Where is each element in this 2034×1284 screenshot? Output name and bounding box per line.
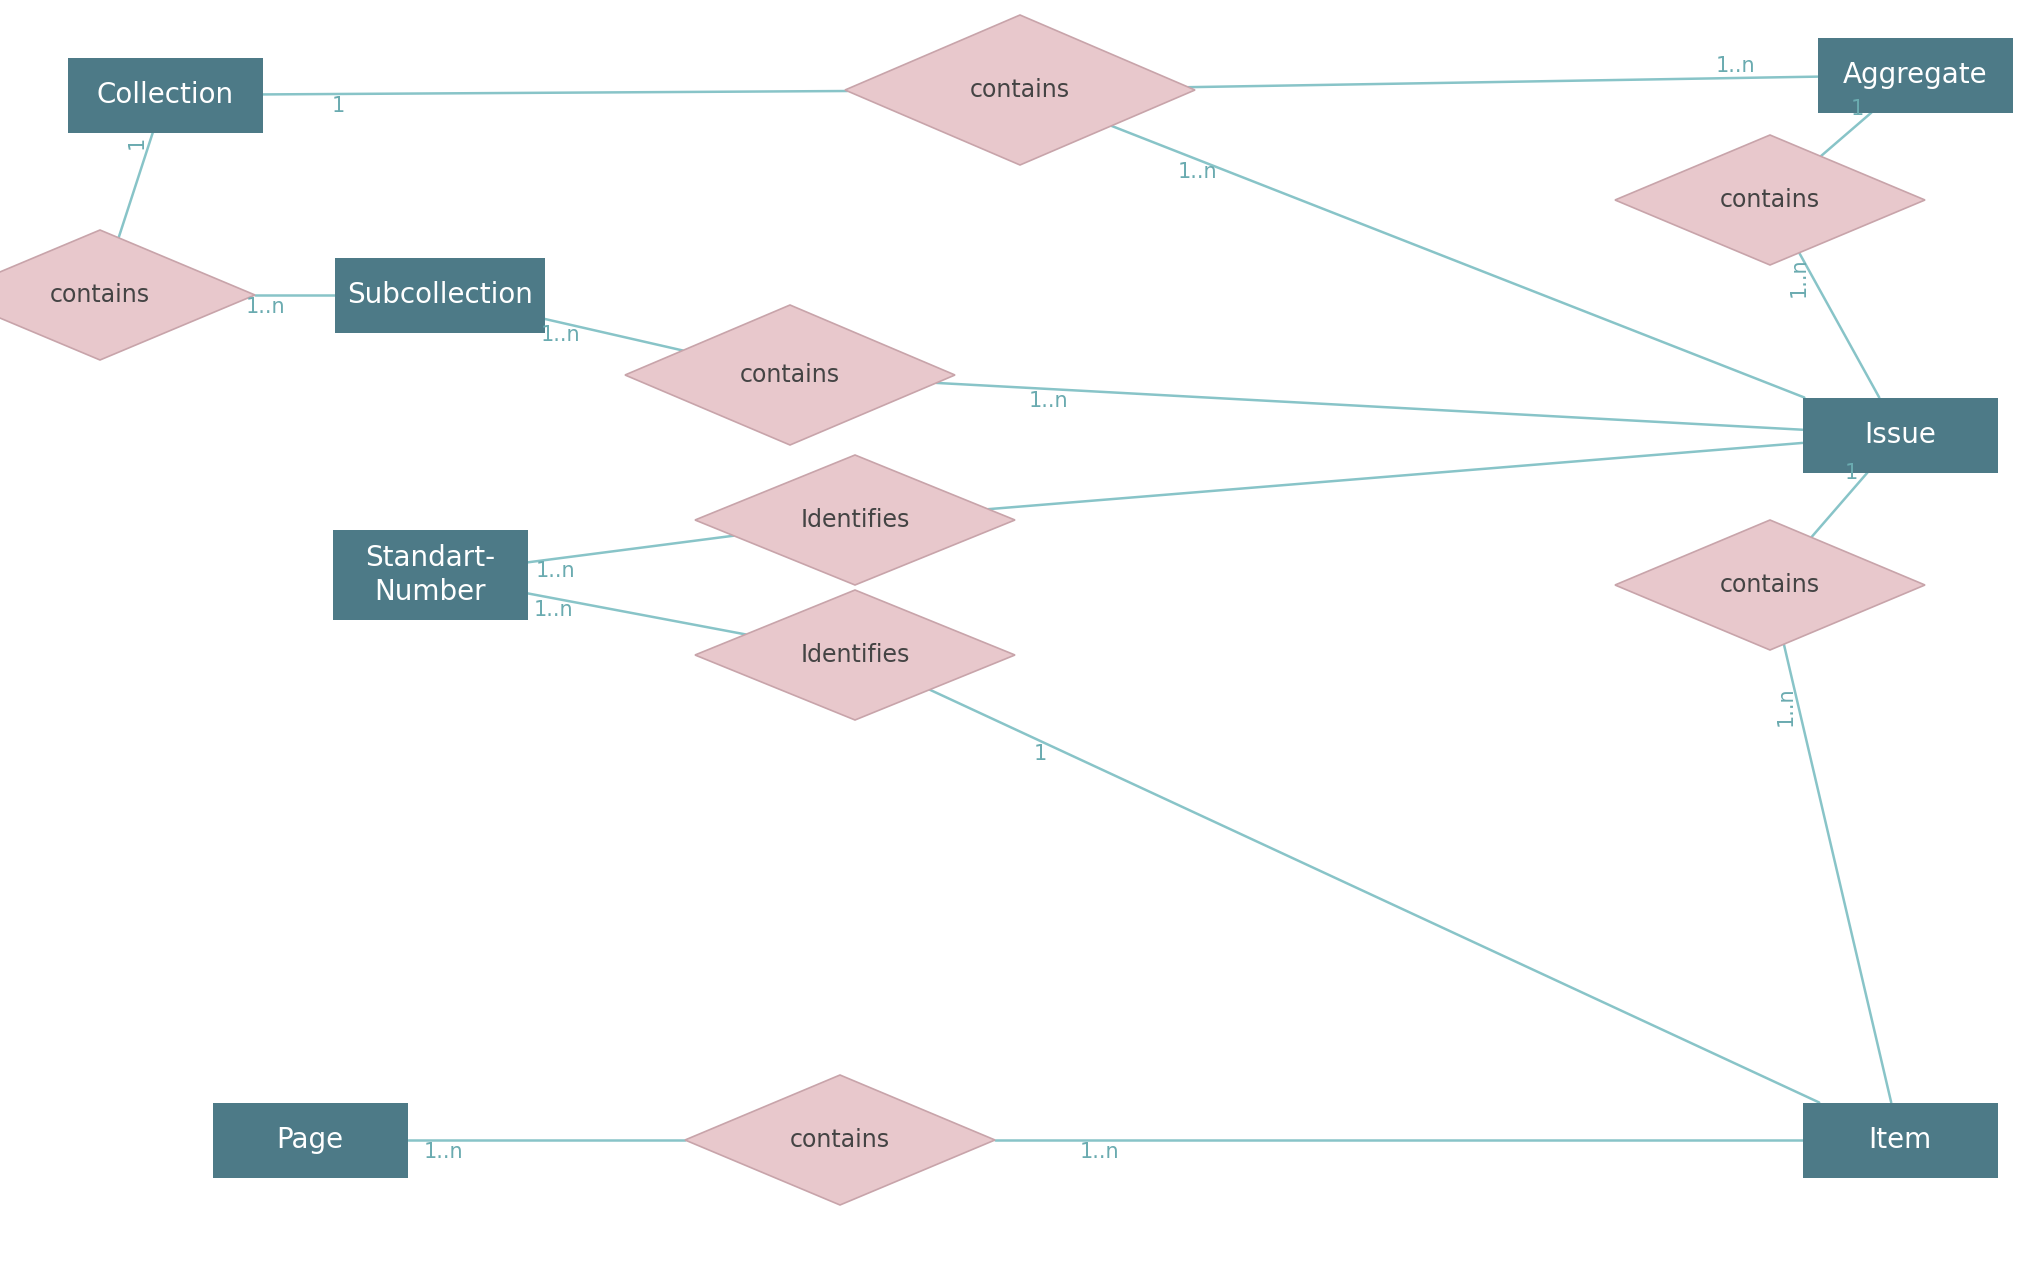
- Text: 1: 1: [126, 136, 146, 149]
- Text: Standart-
Number: Standart- Number: [364, 543, 494, 606]
- Polygon shape: [696, 591, 1015, 720]
- Polygon shape: [0, 230, 254, 360]
- Polygon shape: [624, 306, 956, 446]
- Polygon shape: [1615, 135, 1924, 265]
- Text: contains: contains: [51, 282, 151, 307]
- Text: Identifies: Identifies: [799, 643, 909, 666]
- Polygon shape: [685, 1075, 995, 1204]
- FancyBboxPatch shape: [67, 58, 262, 132]
- Text: 1: 1: [1845, 464, 1857, 483]
- Text: 1: 1: [1033, 745, 1048, 764]
- Text: Item: Item: [1869, 1126, 1932, 1154]
- FancyBboxPatch shape: [212, 1103, 407, 1177]
- Text: Page: Page: [277, 1126, 344, 1154]
- Text: 1..n: 1..n: [1029, 392, 1068, 411]
- Text: Aggregate: Aggregate: [1843, 62, 1987, 89]
- Text: Subcollection: Subcollection: [348, 281, 533, 309]
- Text: 1: 1: [1851, 99, 1863, 119]
- Polygon shape: [1615, 520, 1924, 650]
- Text: 1..n: 1..n: [1776, 687, 1796, 727]
- Text: contains: contains: [1721, 573, 1820, 597]
- Text: contains: contains: [1721, 187, 1820, 212]
- Text: 1..n: 1..n: [1178, 162, 1216, 182]
- Text: Identifies: Identifies: [799, 508, 909, 532]
- Text: 1: 1: [332, 96, 346, 116]
- Text: 1..n: 1..n: [537, 561, 576, 580]
- Polygon shape: [696, 455, 1015, 586]
- FancyBboxPatch shape: [336, 258, 545, 333]
- FancyBboxPatch shape: [1802, 398, 1997, 473]
- Text: contains: contains: [789, 1129, 891, 1152]
- Text: 1..n: 1..n: [1790, 258, 1808, 297]
- FancyBboxPatch shape: [1818, 37, 2012, 113]
- Polygon shape: [844, 15, 1196, 166]
- Text: contains: contains: [740, 363, 840, 386]
- Text: Issue: Issue: [1863, 421, 1936, 449]
- FancyBboxPatch shape: [332, 530, 527, 620]
- Text: Collection: Collection: [96, 81, 234, 109]
- Text: 1..n: 1..n: [1080, 1141, 1121, 1162]
- Text: 1..n: 1..n: [541, 325, 580, 345]
- Text: 1..n: 1..n: [1717, 56, 1755, 76]
- Text: 1..n: 1..n: [246, 297, 285, 317]
- Text: contains: contains: [970, 78, 1070, 101]
- Text: 1..n: 1..n: [533, 601, 574, 620]
- Text: 1..n: 1..n: [423, 1141, 464, 1162]
- FancyBboxPatch shape: [1802, 1103, 1997, 1177]
